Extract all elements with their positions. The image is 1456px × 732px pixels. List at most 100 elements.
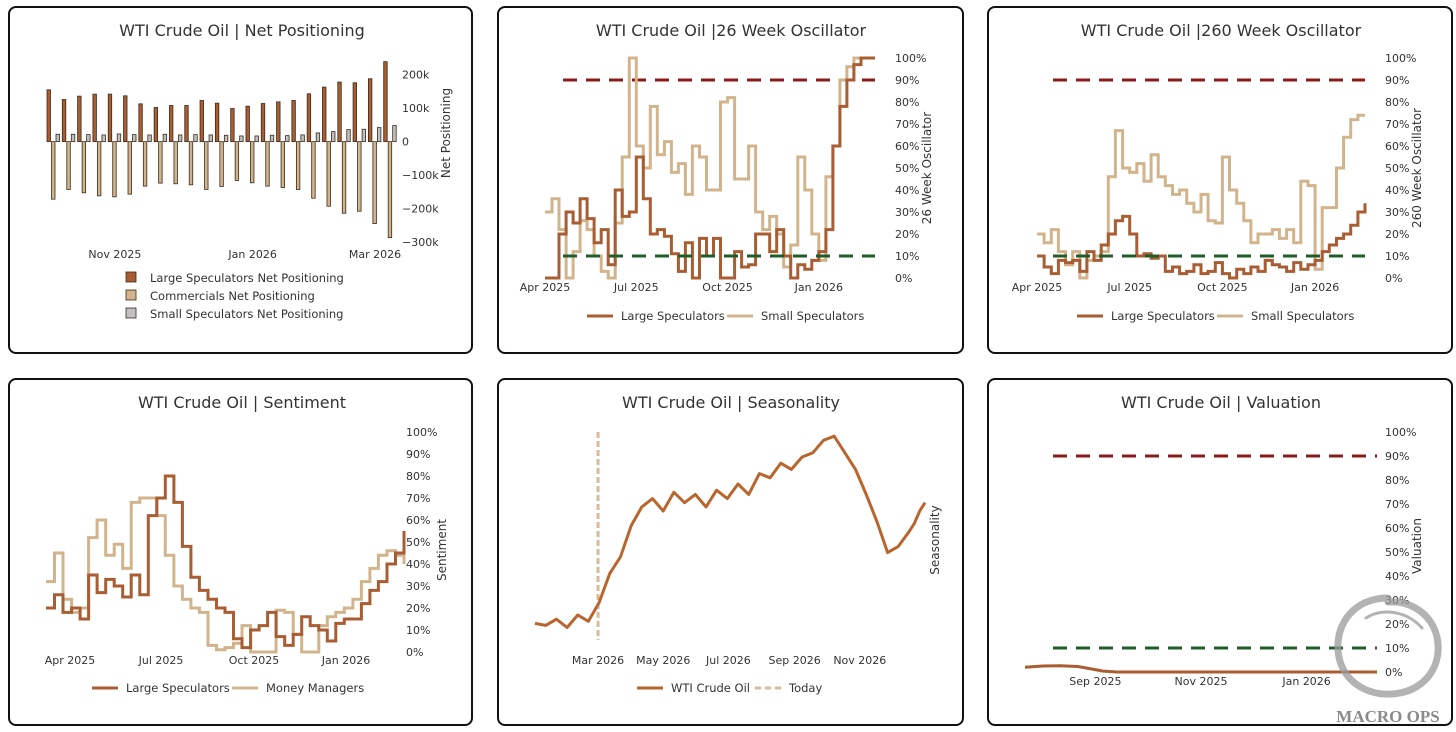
legend-large-label: Large Speculators bbox=[1111, 309, 1215, 323]
bar-2 bbox=[193, 134, 198, 143]
bar-0 bbox=[77, 95, 82, 143]
bar-0 bbox=[107, 93, 113, 143]
bar-2 bbox=[147, 134, 152, 143]
x-tick: Nov 2025 bbox=[1175, 675, 1228, 688]
bar-2 bbox=[223, 134, 229, 143]
bar-0 bbox=[383, 61, 388, 143]
bar-1 bbox=[81, 141, 87, 194]
y-tick: 60% bbox=[895, 140, 919, 153]
x-tick: Oct 2025 bbox=[229, 654, 280, 667]
y-tick: 90% bbox=[1385, 74, 1409, 87]
bar-0 bbox=[123, 95, 128, 143]
bar-1 bbox=[219, 141, 224, 187]
bar-2 bbox=[101, 134, 106, 143]
bar-1 bbox=[250, 141, 255, 184]
legend-label: Large Speculators Net Positioning bbox=[150, 271, 344, 285]
bar-2 bbox=[55, 133, 60, 143]
x-tick: Apr 2025 bbox=[45, 654, 96, 667]
x-tick: Jan 2026 bbox=[1281, 675, 1330, 688]
chart-title: WTI Crude Oil |260 Week Oscillator bbox=[1081, 21, 1362, 40]
legend-swatch bbox=[125, 271, 137, 283]
y-tick: 70% bbox=[1385, 118, 1409, 131]
y-tick: 0% bbox=[1385, 272, 1402, 285]
y-tick: 0% bbox=[895, 272, 912, 285]
bar-2 bbox=[132, 134, 137, 143]
x-tick: Mar 2026 bbox=[349, 248, 401, 261]
bar-1 bbox=[265, 141, 270, 187]
y-tick: 40% bbox=[1385, 570, 1409, 583]
y-axis-label: Valuation bbox=[1410, 518, 1424, 574]
y-tick: 50% bbox=[1385, 546, 1409, 559]
x-tick: Jan 2026 bbox=[227, 248, 276, 261]
bar-1 bbox=[295, 141, 301, 190]
x-tick: Jan 2026 bbox=[794, 281, 843, 294]
y-tick: 90% bbox=[1385, 450, 1409, 463]
chart-title: WTI Crude Oil | Sentiment bbox=[138, 393, 346, 412]
bar-0 bbox=[291, 100, 296, 143]
x-tick: Jul 2025 bbox=[1106, 281, 1152, 294]
bar-1 bbox=[188, 141, 194, 186]
bar-1 bbox=[204, 141, 209, 190]
bar-1 bbox=[112, 141, 117, 198]
bar-1 bbox=[326, 141, 331, 207]
bar-2 bbox=[116, 133, 122, 143]
x-tick: Oct 2025 bbox=[1197, 281, 1248, 294]
y-tick: 40% bbox=[406, 558, 430, 571]
sentiment-chart: WTI Crude Oil | Sentiment 100% 90% 80% 70% 60… bbox=[45, 393, 449, 695]
y-tick: 0 bbox=[402, 136, 409, 149]
seasonality-chart-panel: WTI Crude Oil | Seasonality Seasonality Ma… bbox=[497, 378, 964, 726]
y-tick: 100k bbox=[402, 102, 430, 115]
x-tick: Jul 2026 bbox=[705, 654, 751, 667]
legend-large-label: Large Speculators bbox=[126, 681, 230, 695]
y-tick: 30% bbox=[895, 206, 919, 219]
bar-0 bbox=[138, 103, 143, 143]
y-tick: 50% bbox=[895, 162, 919, 175]
bar-2 bbox=[300, 134, 305, 143]
bar-2 bbox=[208, 134, 213, 143]
bar-1 bbox=[158, 141, 163, 184]
y-tick: 80% bbox=[406, 470, 430, 483]
y-axis-label: 260 Week Oscillator bbox=[1410, 108, 1424, 228]
y-axis-label: Net Positioning bbox=[439, 88, 453, 178]
y-tick: 30% bbox=[1385, 206, 1409, 219]
y-tick: 0% bbox=[1385, 666, 1402, 679]
seasonality-line bbox=[534, 434, 927, 629]
legend-label: Small Speculators Net Positioning bbox=[150, 307, 343, 321]
y-tick: 20% bbox=[406, 602, 430, 615]
osc260-chart-panel: WTI Crude Oil |260 Week Oscillator 100% 90… bbox=[987, 6, 1453, 354]
valuation-chart-panel: WTI Crude Oil | Valuation 100% 90% 80% 70% 60… bbox=[987, 378, 1453, 726]
y-tick: 20% bbox=[1385, 618, 1409, 631]
bar-0 bbox=[260, 103, 266, 143]
y-tick: 200k bbox=[402, 69, 430, 82]
y-tick: 20% bbox=[895, 228, 919, 241]
y-tick: 0% bbox=[406, 646, 423, 659]
y-axis-label: Sentiment bbox=[435, 519, 449, 581]
bar-0 bbox=[322, 86, 327, 143]
legend-label: Commercials Net Positioning bbox=[150, 289, 315, 303]
bar-0 bbox=[230, 108, 235, 143]
chart-title: WTI Crude Oil | Seasonality bbox=[622, 393, 840, 412]
y-tick: 70% bbox=[895, 118, 919, 131]
bar-0 bbox=[245, 105, 250, 143]
bar-0 bbox=[367, 78, 373, 143]
bar-1 bbox=[311, 141, 316, 199]
legend-small-label: Small Speculators bbox=[1251, 309, 1354, 323]
y-tick: 40% bbox=[895, 184, 919, 197]
bar-0 bbox=[199, 100, 204, 143]
chart-title: WTI Crude Oil | Net Positioning bbox=[119, 21, 365, 40]
seasonality-chart: WTI Crude Oil | Seasonality Seasonality Ma… bbox=[534, 393, 942, 695]
y-tick: 100% bbox=[1385, 426, 1416, 439]
x-tick: Jul 2025 bbox=[138, 654, 184, 667]
bar-2 bbox=[392, 125, 397, 143]
legend-today-label: Today bbox=[788, 681, 822, 695]
bar-0 bbox=[46, 89, 51, 143]
y-axis-label: Seasonality bbox=[928, 505, 942, 574]
bar-0 bbox=[169, 105, 174, 143]
bar-0 bbox=[214, 102, 220, 143]
y-tick: 90% bbox=[895, 74, 919, 87]
x-tick: Nov 2025 bbox=[88, 248, 141, 261]
legend-swatch bbox=[125, 289, 137, 301]
y-tick: 50% bbox=[1385, 162, 1409, 175]
bar-1 bbox=[66, 141, 71, 190]
y-tick: −100k bbox=[402, 169, 439, 182]
